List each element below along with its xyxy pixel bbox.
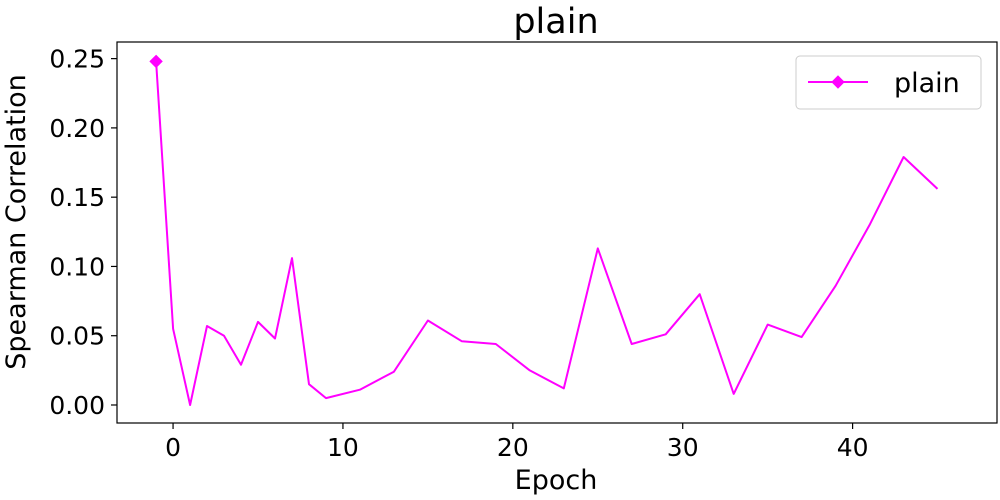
series-layer <box>149 54 939 406</box>
legend-box <box>795 55 982 110</box>
y-tick-label: 0.25 <box>49 45 105 74</box>
legend: plain <box>795 55 982 110</box>
x-tick-label: 0 <box>165 433 181 462</box>
legend-swatch-marker <box>831 75 845 89</box>
legend-label: plain <box>894 68 960 99</box>
chart-title: plain <box>513 2 598 42</box>
y-tick-label: 0.00 <box>49 391 105 420</box>
y-tick-label: 0.15 <box>49 183 105 212</box>
x-tick-label: 30 <box>667 433 699 462</box>
x-tick-label: 40 <box>837 433 869 462</box>
y-axis: 0.00 0.05 0.10 0.15 0.20 0.25 <box>49 45 117 420</box>
x-axis-title: Epoch <box>515 465 598 496</box>
y-tick-label: 0.10 <box>49 252 105 281</box>
y-tick-label: 0.20 <box>49 114 105 143</box>
x-tick-label: 10 <box>327 433 359 462</box>
series-line-plain <box>155 61 939 406</box>
y-axis-title: Spearman Correlation <box>1 74 32 369</box>
data-point-marker <box>149 54 163 69</box>
x-axis: 0 10 20 30 40 <box>165 423 869 462</box>
x-tick-label: 20 <box>497 433 529 462</box>
y-tick-label: 0.05 <box>49 322 105 351</box>
